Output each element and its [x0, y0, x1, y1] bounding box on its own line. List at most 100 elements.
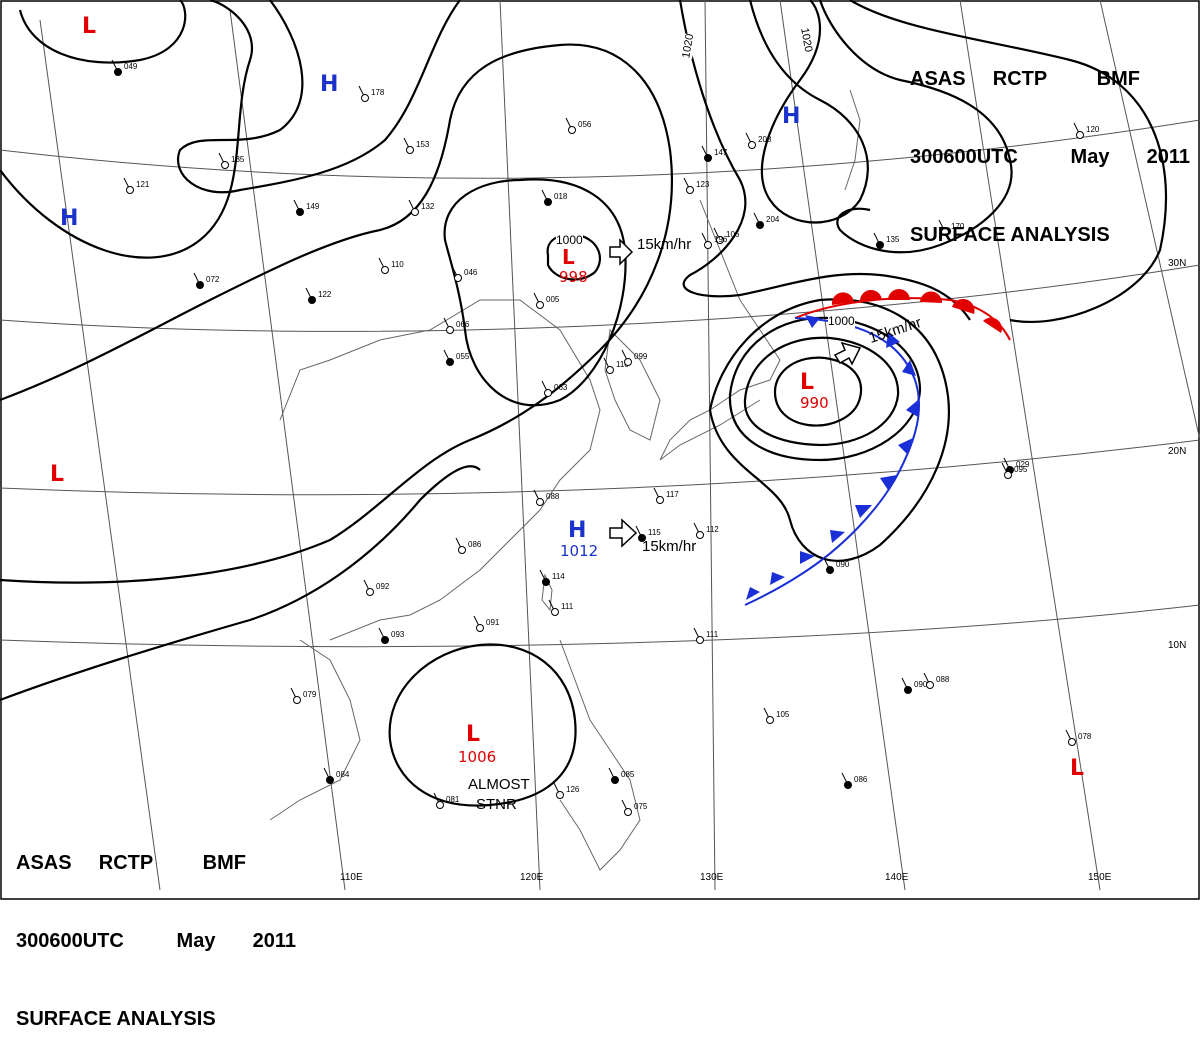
- station-plot: 111: [548, 599, 574, 616]
- station-circle-icon: [638, 534, 646, 542]
- station-plot: 147: [701, 145, 728, 162]
- isobar: [678, 0, 971, 321]
- station-circle-icon: [826, 566, 834, 574]
- cold-front-triangle: [770, 572, 785, 585]
- station-circle-icon: [568, 126, 576, 134]
- low-pressure-symbol: L: [562, 245, 575, 269]
- station-pressure-label: 088: [936, 675, 950, 684]
- station-pressure-label: 084: [336, 770, 350, 779]
- cold-front-triangle: [898, 438, 913, 455]
- station-plot: 078: [1065, 729, 1092, 746]
- cold-front-triangle: [886, 332, 900, 348]
- station-plot: 099: [621, 349, 648, 366]
- cold-front-triangle: [855, 505, 872, 518]
- station-pressure-label: 170: [951, 222, 965, 231]
- station-pressure-label: 081: [446, 795, 460, 804]
- station-plot: 088: [533, 489, 560, 506]
- station-circle-icon: [221, 161, 229, 169]
- station-plot: 081: [433, 792, 460, 809]
- station-pressure-label: 123: [696, 180, 710, 189]
- station-circle-icon: [406, 146, 414, 154]
- motion-speed-label: 15km/hr: [637, 236, 692, 253]
- lon-line-140e: [779, 0, 906, 891]
- cold-front-line: [744, 317, 921, 606]
- station-pressure-label: 114: [552, 572, 565, 581]
- china-coast: [279, 299, 601, 641]
- lon-line-150e: [959, 0, 1101, 891]
- station-circle-icon: [606, 366, 614, 374]
- station-plot: 110: [378, 257, 404, 274]
- isobar: [728, 316, 922, 462]
- station-circle-icon: [1068, 738, 1076, 746]
- station-pressure-label: 091: [486, 618, 500, 627]
- header-month: May: [1070, 146, 1110, 168]
- low-pressure-symbol: L: [466, 722, 481, 747]
- station-plot: 117: [653, 487, 679, 504]
- station-circle-icon: [756, 221, 764, 229]
- station-circle-icon: [844, 781, 852, 789]
- station-pressure-label: 132: [421, 202, 435, 211]
- lat-line-35n: [0, 119, 1200, 179]
- station-pressure-label: 112: [706, 525, 719, 534]
- surface-analysis-map: 049 178 135 149 132 153 122 121 110 072 056 046 018 0…: [0, 0, 1200, 900]
- station-circle-icon: [476, 624, 484, 632]
- low-pressure-value: 1006: [458, 748, 497, 766]
- isobar: [0, 0, 253, 259]
- station-circle-icon: [381, 636, 389, 644]
- isobar: [748, 0, 869, 224]
- station-circle-icon: [411, 208, 419, 216]
- station-circle-icon: [361, 94, 369, 102]
- header-title: SURFACE ANALYSIS: [16, 1008, 216, 1030]
- station-pressure-label: 122: [318, 290, 332, 299]
- isobar: [0, 465, 481, 702]
- station-plot: 126: [553, 782, 580, 799]
- longitude-label: 110E: [340, 872, 363, 883]
- longitude-label: 130E: [700, 872, 724, 883]
- warm-front-bump: [920, 291, 943, 303]
- high-pressure-symbol: H: [60, 206, 79, 231]
- isobar-label: 1000: [556, 233, 583, 247]
- longitude-label: 120E: [520, 872, 544, 883]
- station-pressure-label: 117: [666, 490, 679, 499]
- station-plot: 196: [701, 232, 728, 249]
- station-circle-icon: [624, 808, 632, 816]
- station-pressure-label: 099: [634, 352, 648, 361]
- station-plot: 079: [290, 687, 317, 704]
- high-pressure-value: 1012: [560, 542, 599, 560]
- station-pressure-label: 111: [561, 602, 574, 611]
- station-circle-icon: [716, 236, 724, 244]
- lon-line-120e: [499, 0, 541, 891]
- station-plot: 056: [565, 117, 592, 134]
- header-station: RCTP: [98, 852, 154, 874]
- station-pressure-label: 079: [303, 690, 317, 699]
- station-plot: 075: [621, 799, 648, 816]
- station-circle-icon: [308, 296, 316, 304]
- station-circle-icon: [1004, 471, 1012, 479]
- station-pressure-label: 055: [456, 352, 470, 361]
- isobar: [18, 0, 187, 64]
- warm-front-bump: [952, 298, 975, 314]
- lat-line-30n: [0, 264, 1200, 332]
- station-plot: 085: [608, 767, 635, 784]
- graticule: [0, 0, 1200, 891]
- header-agency: ASAS: [910, 68, 966, 90]
- station-pressure-label: 072: [206, 275, 220, 284]
- station-circle-icon: [536, 301, 544, 309]
- isobar: [773, 356, 863, 427]
- station-plot: 086: [455, 537, 482, 554]
- station-plot: 049: [111, 59, 138, 76]
- warm-front-bump: [831, 292, 854, 305]
- station-pressure-label: 086: [854, 775, 868, 784]
- station-plot: 135: [218, 152, 245, 169]
- station-plot: 095: [1001, 462, 1028, 479]
- station-circle-icon: [293, 696, 301, 704]
- header-office: BMF: [202, 852, 246, 874]
- cold-front-triangle: [880, 475, 897, 490]
- station-plot: 066: [443, 317, 470, 334]
- station-plot: 135: [873, 232, 900, 249]
- header-year: 2011: [252, 930, 296, 952]
- station-circle-icon: [114, 68, 122, 76]
- station-circle-icon: [1076, 131, 1084, 139]
- cold-front: [744, 315, 921, 606]
- station-circle-icon: [696, 636, 704, 644]
